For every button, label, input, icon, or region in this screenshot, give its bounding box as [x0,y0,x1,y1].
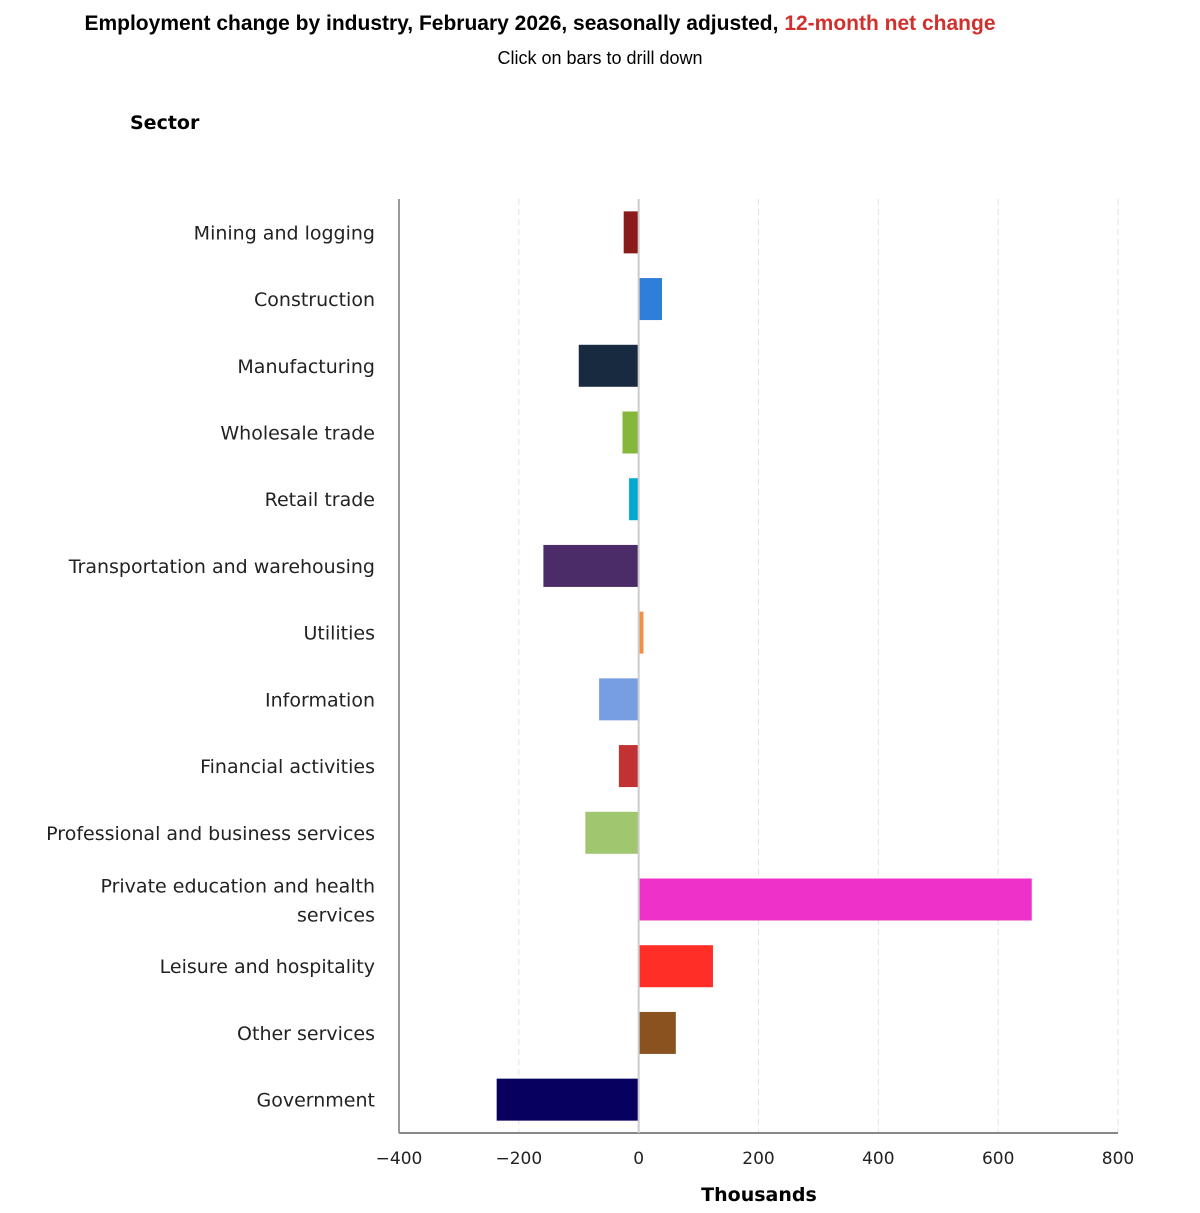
chart-title-highlight: 12-month net change [784,12,996,35]
x-tick-label: 200 [742,1149,774,1169]
category-label: Construction [254,289,375,311]
bar-utilities[interactable] [638,611,644,654]
bar-private-education-and-health-services[interactable] [638,878,1032,921]
category-label: Leisure and hospitality [160,956,375,978]
bar-wholesale-trade[interactable] [622,411,639,454]
category-label: Financial activities [200,756,375,778]
chart-title: Employment change by industry, February … [0,12,1080,36]
y-axis-title: Sector [130,112,200,134]
category-label: Manufacturing [237,356,375,378]
bar-professional-and-business-services[interactable] [585,811,639,854]
category-label-wrapped: Private education and health services [100,876,375,927]
x-tick-label: 400 [862,1149,894,1169]
bar-transportation-and-warehousing[interactable] [543,544,639,587]
x-tick-label: −400 [376,1149,423,1169]
chart-subtitle: Click on bars to drill down [497,48,703,68]
bar-leisure-and-hospitality[interactable] [638,945,713,988]
bar-mining-and-logging[interactable] [623,211,639,254]
x-tick-label: 800 [1102,1149,1134,1169]
chart-title-text: Employment change by industry, February … [84,12,779,35]
x-axis-title: Thousands [701,1184,817,1206]
bar-financial-activities[interactable] [618,745,639,788]
category-label: Professional and business services [46,823,375,845]
category-label: Utilities [303,623,375,645]
x-tick-label: 0 [633,1149,644,1169]
bar-government[interactable] [496,1078,639,1121]
category-label: Retail trade [265,489,375,511]
x-tick-label: 600 [982,1149,1014,1169]
bar-information[interactable] [599,678,639,721]
x-tick-label: −200 [495,1149,542,1169]
bar-other-services[interactable] [638,1011,676,1054]
category-label: Information [265,689,375,711]
category-label: Mining and logging [194,222,375,244]
bar-manufacturing[interactable] [578,344,639,387]
category-label: Transportation and warehousing [68,556,375,578]
category-label: Wholesale trade [220,423,375,445]
bar-construction[interactable] [638,278,663,321]
category-label: Government [257,1090,376,1112]
category-label: Other services [237,1023,375,1045]
bar-retail-trade[interactable] [629,478,639,521]
